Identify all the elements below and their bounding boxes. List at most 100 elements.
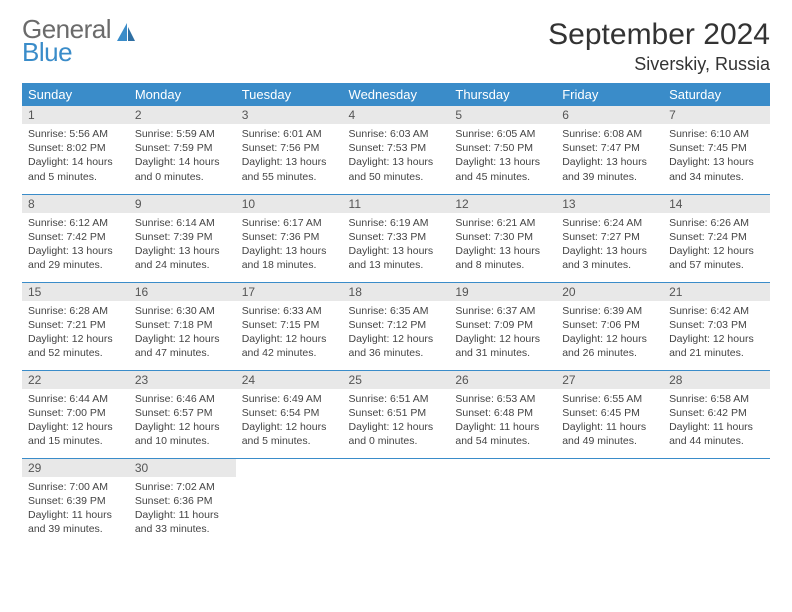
location: Siverskiy, Russia bbox=[548, 54, 770, 75]
day-number: 18 bbox=[343, 283, 450, 301]
calendar-day-cell: 15Sunrise: 6:28 AMSunset: 7:21 PMDayligh… bbox=[22, 282, 129, 370]
day-number: 4 bbox=[343, 106, 450, 124]
day-number: 20 bbox=[556, 283, 663, 301]
calendar-day-cell: 13Sunrise: 6:24 AMSunset: 7:27 PMDayligh… bbox=[556, 194, 663, 282]
day-info: Sunrise: 6:42 AMSunset: 7:03 PMDaylight:… bbox=[663, 301, 770, 365]
calendar-day-cell: 9Sunrise: 6:14 AMSunset: 7:39 PMDaylight… bbox=[129, 194, 236, 282]
month-title: September 2024 bbox=[548, 18, 770, 52]
day-number: 6 bbox=[556, 106, 663, 124]
calendar-day-cell: 17Sunrise: 6:33 AMSunset: 7:15 PMDayligh… bbox=[236, 282, 343, 370]
calendar-body: 1Sunrise: 5:56 AMSunset: 8:02 PMDaylight… bbox=[22, 106, 770, 546]
calendar-week-row: 8Sunrise: 6:12 AMSunset: 7:42 PMDaylight… bbox=[22, 194, 770, 282]
day-number: 22 bbox=[22, 371, 129, 389]
calendar-day-cell: 25Sunrise: 6:51 AMSunset: 6:51 PMDayligh… bbox=[343, 370, 450, 458]
calendar-day-cell bbox=[236, 458, 343, 546]
calendar-day-cell: 7Sunrise: 6:10 AMSunset: 7:45 PMDaylight… bbox=[663, 106, 770, 194]
logo-word-blue: Blue bbox=[22, 41, 72, 64]
day-info: Sunrise: 6:05 AMSunset: 7:50 PMDaylight:… bbox=[449, 124, 556, 188]
weekday-header: Wednesday bbox=[343, 83, 450, 106]
calendar-day-cell: 26Sunrise: 6:53 AMSunset: 6:48 PMDayligh… bbox=[449, 370, 556, 458]
calendar-day-cell: 28Sunrise: 6:58 AMSunset: 6:42 PMDayligh… bbox=[663, 370, 770, 458]
day-info: Sunrise: 6:49 AMSunset: 6:54 PMDaylight:… bbox=[236, 389, 343, 453]
calendar-day-cell bbox=[663, 458, 770, 546]
day-info: Sunrise: 6:19 AMSunset: 7:33 PMDaylight:… bbox=[343, 213, 450, 277]
day-info: Sunrise: 6:44 AMSunset: 7:00 PMDaylight:… bbox=[22, 389, 129, 453]
day-number: 26 bbox=[449, 371, 556, 389]
day-info: Sunrise: 6:58 AMSunset: 6:42 PMDaylight:… bbox=[663, 389, 770, 453]
calendar-day-cell: 24Sunrise: 6:49 AMSunset: 6:54 PMDayligh… bbox=[236, 370, 343, 458]
calendar-day-cell: 6Sunrise: 6:08 AMSunset: 7:47 PMDaylight… bbox=[556, 106, 663, 194]
calendar-day-cell: 4Sunrise: 6:03 AMSunset: 7:53 PMDaylight… bbox=[343, 106, 450, 194]
calendar-day-cell: 16Sunrise: 6:30 AMSunset: 7:18 PMDayligh… bbox=[129, 282, 236, 370]
day-info: Sunrise: 6:12 AMSunset: 7:42 PMDaylight:… bbox=[22, 213, 129, 277]
calendar-day-cell: 21Sunrise: 6:42 AMSunset: 7:03 PMDayligh… bbox=[663, 282, 770, 370]
day-number: 27 bbox=[556, 371, 663, 389]
day-number: 3 bbox=[236, 106, 343, 124]
calendar-day-cell: 11Sunrise: 6:19 AMSunset: 7:33 PMDayligh… bbox=[343, 194, 450, 282]
logo-text: General Blue bbox=[22, 18, 111, 65]
day-number: 14 bbox=[663, 195, 770, 213]
calendar-day-cell: 30Sunrise: 7:02 AMSunset: 6:36 PMDayligh… bbox=[129, 458, 236, 546]
day-info: Sunrise: 5:56 AMSunset: 8:02 PMDaylight:… bbox=[22, 124, 129, 188]
day-info: Sunrise: 6:51 AMSunset: 6:51 PMDaylight:… bbox=[343, 389, 450, 453]
day-info: Sunrise: 6:35 AMSunset: 7:12 PMDaylight:… bbox=[343, 301, 450, 365]
day-info: Sunrise: 6:28 AMSunset: 7:21 PMDaylight:… bbox=[22, 301, 129, 365]
day-info: Sunrise: 6:39 AMSunset: 7:06 PMDaylight:… bbox=[556, 301, 663, 365]
day-number: 9 bbox=[129, 195, 236, 213]
weekday-header: Monday bbox=[129, 83, 236, 106]
day-number: 28 bbox=[663, 371, 770, 389]
day-info: Sunrise: 6:17 AMSunset: 7:36 PMDaylight:… bbox=[236, 213, 343, 277]
day-number: 12 bbox=[449, 195, 556, 213]
header: General Blue September 2024 Siverskiy, R… bbox=[22, 18, 770, 75]
day-number: 21 bbox=[663, 283, 770, 301]
calendar-day-cell bbox=[343, 458, 450, 546]
weekday-header: Sunday bbox=[22, 83, 129, 106]
day-number: 1 bbox=[22, 106, 129, 124]
calendar-day-cell: 29Sunrise: 7:00 AMSunset: 6:39 PMDayligh… bbox=[22, 458, 129, 546]
day-info: Sunrise: 6:24 AMSunset: 7:27 PMDaylight:… bbox=[556, 213, 663, 277]
calendar-day-cell: 12Sunrise: 6:21 AMSunset: 7:30 PMDayligh… bbox=[449, 194, 556, 282]
day-info: Sunrise: 6:01 AMSunset: 7:56 PMDaylight:… bbox=[236, 124, 343, 188]
day-number: 2 bbox=[129, 106, 236, 124]
calendar-header-row: SundayMondayTuesdayWednesdayThursdayFrid… bbox=[22, 83, 770, 106]
day-info: Sunrise: 6:33 AMSunset: 7:15 PMDaylight:… bbox=[236, 301, 343, 365]
day-number: 30 bbox=[129, 459, 236, 477]
day-number: 24 bbox=[236, 371, 343, 389]
weekday-header: Friday bbox=[556, 83, 663, 106]
day-number: 7 bbox=[663, 106, 770, 124]
calendar-day-cell: 18Sunrise: 6:35 AMSunset: 7:12 PMDayligh… bbox=[343, 282, 450, 370]
day-number: 15 bbox=[22, 283, 129, 301]
calendar-week-row: 15Sunrise: 6:28 AMSunset: 7:21 PMDayligh… bbox=[22, 282, 770, 370]
day-info: Sunrise: 6:46 AMSunset: 6:57 PMDaylight:… bbox=[129, 389, 236, 453]
calendar-day-cell: 23Sunrise: 6:46 AMSunset: 6:57 PMDayligh… bbox=[129, 370, 236, 458]
calendar-week-row: 22Sunrise: 6:44 AMSunset: 7:00 PMDayligh… bbox=[22, 370, 770, 458]
calendar-day-cell: 14Sunrise: 6:26 AMSunset: 7:24 PMDayligh… bbox=[663, 194, 770, 282]
day-info: Sunrise: 6:10 AMSunset: 7:45 PMDaylight:… bbox=[663, 124, 770, 188]
calendar-table: SundayMondayTuesdayWednesdayThursdayFrid… bbox=[22, 83, 770, 546]
day-info: Sunrise: 6:30 AMSunset: 7:18 PMDaylight:… bbox=[129, 301, 236, 365]
day-number: 23 bbox=[129, 371, 236, 389]
weekday-header: Tuesday bbox=[236, 83, 343, 106]
title-block: September 2024 Siverskiy, Russia bbox=[548, 18, 770, 75]
day-info: Sunrise: 7:02 AMSunset: 6:36 PMDaylight:… bbox=[129, 477, 236, 541]
day-info: Sunrise: 6:26 AMSunset: 7:24 PMDaylight:… bbox=[663, 213, 770, 277]
sail-icon bbox=[115, 21, 137, 50]
day-number: 11 bbox=[343, 195, 450, 213]
weekday-header: Saturday bbox=[663, 83, 770, 106]
day-info: Sunrise: 6:21 AMSunset: 7:30 PMDaylight:… bbox=[449, 213, 556, 277]
day-info: Sunrise: 6:53 AMSunset: 6:48 PMDaylight:… bbox=[449, 389, 556, 453]
day-info: Sunrise: 5:59 AMSunset: 7:59 PMDaylight:… bbox=[129, 124, 236, 188]
calendar-day-cell: 19Sunrise: 6:37 AMSunset: 7:09 PMDayligh… bbox=[449, 282, 556, 370]
day-number: 8 bbox=[22, 195, 129, 213]
day-number: 29 bbox=[22, 459, 129, 477]
day-number: 25 bbox=[343, 371, 450, 389]
day-info: Sunrise: 6:14 AMSunset: 7:39 PMDaylight:… bbox=[129, 213, 236, 277]
day-number: 16 bbox=[129, 283, 236, 301]
calendar-day-cell: 8Sunrise: 6:12 AMSunset: 7:42 PMDaylight… bbox=[22, 194, 129, 282]
calendar-day-cell bbox=[556, 458, 663, 546]
day-number: 5 bbox=[449, 106, 556, 124]
day-number: 13 bbox=[556, 195, 663, 213]
calendar-day-cell: 5Sunrise: 6:05 AMSunset: 7:50 PMDaylight… bbox=[449, 106, 556, 194]
calendar-day-cell: 20Sunrise: 6:39 AMSunset: 7:06 PMDayligh… bbox=[556, 282, 663, 370]
calendar-week-row: 29Sunrise: 7:00 AMSunset: 6:39 PMDayligh… bbox=[22, 458, 770, 546]
